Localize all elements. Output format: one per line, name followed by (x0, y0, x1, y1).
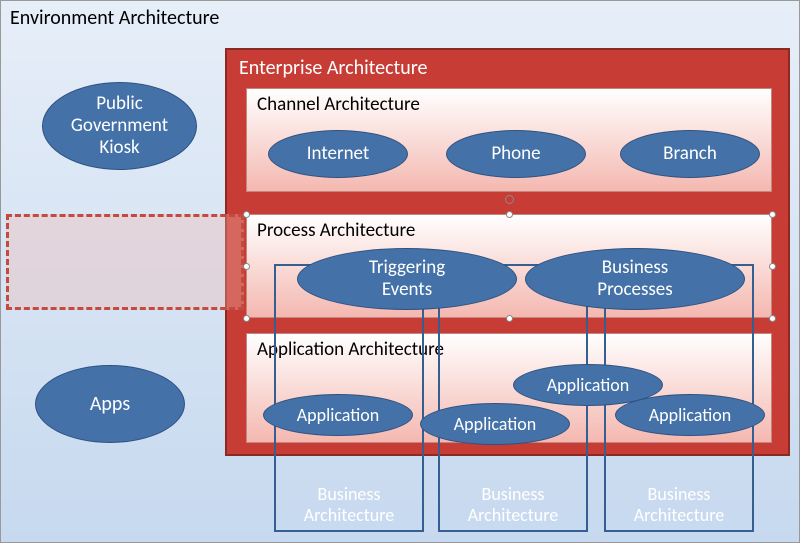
selection-handle[interactable] (506, 315, 513, 322)
selection-handle[interactable] (243, 315, 250, 322)
process-extension-dashed-box (6, 214, 244, 310)
selection-handle[interactable] (769, 263, 776, 270)
kiosk-ellipse: Public Government Kiosk (42, 82, 197, 170)
application-ellipse: Application (420, 403, 570, 445)
selection-handle[interactable] (243, 263, 250, 270)
branch-ellipse: Branch (620, 130, 760, 178)
environment-title: Environment Architecture (10, 6, 219, 30)
enterprise-title: Enterprise Architecture (227, 50, 788, 86)
rotation-handle[interactable] (505, 195, 514, 204)
diagram-canvas: Environment Architecture Enterprise Arch… (0, 0, 800, 543)
selection-handle[interactable] (506, 211, 513, 218)
phone-ellipse: Phone (446, 130, 586, 178)
business-architecture-label: Business Architecture (274, 484, 424, 525)
business-architecture-label: Business Architecture (604, 484, 754, 525)
selection-handle[interactable] (769, 315, 776, 322)
selection-handle[interactable] (243, 211, 250, 218)
internet-ellipse: Internet (268, 130, 408, 178)
business-architecture-label: Business Architecture (438, 484, 588, 525)
business-processes-ellipse: Business Processes (525, 248, 745, 310)
application-ellipse: Application (615, 394, 765, 436)
process-title: Process Architecture (247, 215, 771, 246)
application-ellipse: Application (263, 394, 413, 436)
apps-ellipse: Apps (35, 365, 185, 443)
triggering-events-ellipse: Triggering Events (297, 248, 517, 310)
selection-handle[interactable] (769, 211, 776, 218)
channel-title: Channel Architecture (247, 89, 771, 120)
